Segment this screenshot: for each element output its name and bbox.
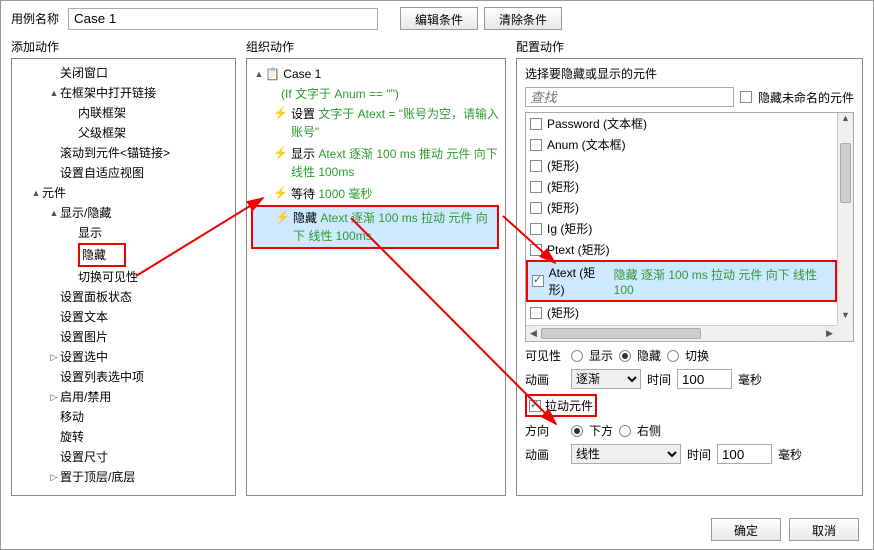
list-item[interactable]: Ig (矩形): [526, 218, 837, 239]
list-item[interactable]: Atext (矩形) 隐藏 逐渐 100 ms 拉动 元件 向下 线性 100: [526, 260, 837, 302]
action-row[interactable]: 等待 1000 毫秒: [251, 183, 501, 205]
pull-elements-wrap: 拉动元件: [525, 394, 597, 417]
time2-label: 时间: [687, 446, 711, 463]
tree-item[interactable]: 内联框架: [14, 103, 233, 123]
list-item[interactable]: (矩形): [526, 302, 837, 323]
time-input[interactable]: [677, 369, 732, 389]
add-action-title: 添加动作: [11, 36, 236, 58]
tree-item[interactable]: 设置尺寸: [14, 447, 233, 467]
select-elements-label: 选择要隐藏或显示的元件: [525, 65, 854, 82]
element-checkbox[interactable]: [530, 223, 542, 235]
tree-item[interactable]: 关闭窗口: [14, 63, 233, 83]
tree-item[interactable]: 旋转: [14, 427, 233, 447]
tree-item[interactable]: 滚动到元件<锚链接>: [14, 143, 233, 163]
vertical-scrollbar[interactable]: ▲▼: [837, 113, 853, 325]
element-checkbox[interactable]: [530, 244, 542, 256]
action-row[interactable]: 隐藏 Atext 逐渐 100 ms 拉动 元件 向下 线性 100ms: [251, 205, 499, 249]
tree-item[interactable]: 设置面板状态: [14, 287, 233, 307]
search-input[interactable]: [525, 87, 734, 107]
action-row[interactable]: 显示 Atext 逐渐 100 ms 推动 元件 向下 线性 100ms: [251, 143, 501, 183]
list-item[interactable]: Password (文本框): [526, 113, 837, 134]
animation-select[interactable]: 逐渐: [571, 369, 641, 389]
direction-right-radio[interactable]: [619, 425, 631, 437]
element-checkbox[interactable]: [530, 202, 542, 214]
hide-unnamed-label: 隐藏未命名的元件: [758, 89, 854, 106]
cancel-button[interactable]: 取消: [789, 518, 859, 541]
pull-elements-label: 拉动元件: [545, 397, 593, 414]
visibility-toggle-radio[interactable]: [667, 350, 679, 362]
case-name-label: 用例名称: [11, 10, 59, 27]
case-name-input[interactable]: [68, 8, 378, 30]
tree-item[interactable]: ▲在框架中打开链接: [14, 83, 233, 103]
edit-condition-button[interactable]: 编辑条件: [400, 7, 478, 30]
tree-item[interactable]: 切换可见性: [14, 267, 233, 287]
tree-item[interactable]: 移动: [14, 407, 233, 427]
element-checkbox[interactable]: [530, 181, 542, 193]
element-checkbox[interactable]: [530, 139, 542, 151]
element-checkbox[interactable]: [532, 275, 544, 287]
hide-unnamed-checkbox[interactable]: [740, 91, 752, 103]
elements-list[interactable]: Password (文本框)Anum (文本框)(矩形)(矩形)(矩形)Ig (…: [525, 112, 854, 342]
time2-input[interactable]: [717, 444, 772, 464]
action-row[interactable]: 设置 文字于 Atext = "账号为空，请输入账号": [251, 103, 501, 143]
animation-label: 动画: [525, 371, 565, 388]
list-item[interactable]: Anum (文本框): [526, 134, 837, 155]
tree-item[interactable]: ▲元件: [14, 183, 233, 203]
list-item[interactable]: (矩形): [526, 155, 837, 176]
horizontal-scrollbar[interactable]: ◀▶: [526, 325, 837, 341]
animation2-label: 动画: [525, 446, 565, 463]
visibility-label: 可见性: [525, 347, 565, 364]
tree-item[interactable]: 设置自适应视图: [14, 163, 233, 183]
tree-item[interactable]: 设置列表选中项: [14, 367, 233, 387]
tree-item[interactable]: 设置文本: [14, 307, 233, 327]
list-item[interactable]: (矩形): [526, 197, 837, 218]
tree-item[interactable]: 显示: [14, 223, 233, 243]
tree-item[interactable]: ▷设置选中: [14, 347, 233, 367]
tree-item[interactable]: 设置图片: [14, 327, 233, 347]
tree-item[interactable]: 父级框架: [14, 123, 233, 143]
pull-elements-checkbox[interactable]: [529, 400, 541, 412]
clear-condition-button[interactable]: 清除条件: [484, 7, 562, 30]
direction-down-radio[interactable]: [571, 425, 583, 437]
animation2-select[interactable]: 线性: [571, 444, 681, 464]
element-checkbox[interactable]: [530, 307, 542, 319]
time-label: 时间: [647, 371, 671, 388]
ok-button[interactable]: 确定: [711, 518, 781, 541]
tree-item[interactable]: ▲显示/隐藏: [14, 203, 233, 223]
tree-item[interactable]: ▷启用/禁用: [14, 387, 233, 407]
configure-action-title: 配置动作: [516, 36, 863, 58]
organize-action-title: 组织动作: [246, 36, 506, 58]
element-checkbox[interactable]: [530, 160, 542, 172]
list-item[interactable]: Ptext (矩形): [526, 239, 837, 260]
visibility-hide-radio[interactable]: [619, 350, 631, 362]
list-item[interactable]: (矩形): [526, 176, 837, 197]
element-checkbox[interactable]: [530, 118, 542, 130]
tree-item[interactable]: 隐藏: [14, 243, 233, 267]
visibility-show-radio[interactable]: [571, 350, 583, 362]
direction-label: 方向: [525, 422, 565, 439]
tree-item[interactable]: ▷置于顶层/底层: [14, 467, 233, 487]
